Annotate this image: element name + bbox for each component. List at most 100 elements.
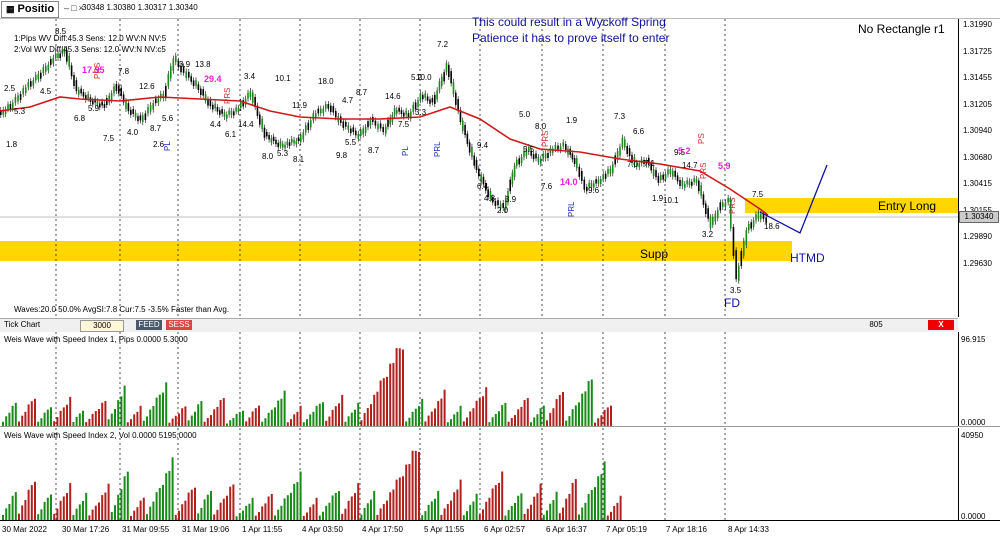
pattern-tag: PRS [699,163,708,179]
wave-bar-down [331,409,334,426]
wave-label: 8.1 [293,155,305,164]
wave-label: 14.6 [385,92,401,101]
wave-bar-down [341,394,344,426]
candle-down [197,84,200,90]
pattern-tag: PRL [567,201,576,217]
candle-up [445,63,448,73]
minimize-icon[interactable]: – [64,3,72,13]
wave-bar-down [482,396,484,426]
close-tick-button[interactable]: X [928,320,954,330]
candle-up [152,103,154,110]
wave-bar-down [405,464,408,520]
wave-label: 7.5 [752,190,764,199]
candle-down [120,87,122,96]
wave-bar-down [475,400,478,426]
candle-up [270,138,273,143]
time-axis[interactable]: 30 Mar 2022 30 Mar 17:26 31 Mar 09:55 31 Ma… [0,520,1000,538]
price-chart-pane[interactable]: 2.5 5.3 4.5 8.5 1.8 6.8 5.9 7.8 7.5 4.0 12.6 8.7 2.6… [0,19,958,317]
candle-up [172,58,175,71]
candle-down [450,71,452,84]
candle-up [291,138,293,143]
time-axis-label: 30 Mar 17:26 [62,525,110,534]
wave-bar-up [494,413,497,426]
wave-bar-down [562,392,564,426]
wave-bar-down [142,497,145,520]
wave-bar-down [440,398,443,426]
wave-bar-down [382,504,385,520]
chart-tab[interactable]: ▦ Positio [1,1,60,18]
wave-bar-up [242,410,244,426]
candle-up [588,182,590,188]
price-axis-label: 1.30680 [963,152,992,162]
indicator-pane-1[interactable] [0,332,958,426]
candle-up [471,146,473,157]
candle-up [554,145,557,149]
candle-up [612,164,614,174]
restore-icon[interactable]: □ [71,3,79,13]
candle-up [357,133,360,139]
candle-down [679,180,681,186]
wave-bar-up [293,483,296,520]
indicator-2-canvas[interactable] [0,428,958,520]
indicator-1-canvas[interactable] [0,332,958,426]
wave-bar-up [350,412,353,426]
pane-divider[interactable] [0,426,1000,427]
wave-bar-up [472,501,475,520]
note-line-2: Patience it has to prove itself to enter [472,31,670,45]
wave-bar-down [24,499,27,520]
wave-bar-down [184,406,187,426]
candle-down [106,98,108,105]
tick-count-input[interactable]: 3000 [80,320,124,332]
price-axis-label: 1.31455 [963,73,992,82]
wave-bar-down [386,500,388,520]
wave-bar-up [501,404,504,426]
wave-label: 5.5 [523,145,535,154]
support-zone [0,241,792,261]
wave-bar-up [578,514,580,520]
wave-bar-up [421,515,424,520]
indicator-2-axis[interactable] [958,428,1000,520]
wave-bar-up [578,402,580,426]
wave-bar-up [50,494,52,520]
wave-bar-down [437,401,440,426]
price-axis[interactable]: 1.31990 1.31725 1.31455 1.31205 1.30940 1.306… [958,19,1000,317]
wave-bar-up [235,413,238,426]
wave-label: 14.4 [238,120,254,129]
candle-up [542,153,544,159]
indicator-1-axis[interactable] [958,332,1000,426]
wave-bar-up [334,492,337,520]
candle-up [760,214,762,220]
wave-bar-up [338,491,340,520]
candle-down [242,100,244,107]
wave-bar-down [27,489,30,520]
candle-up [125,101,127,109]
wave-bar-up [43,412,46,426]
wave-bar-up [587,493,590,520]
candle-up [87,94,89,99]
wave-bar-up [126,471,129,520]
wave-label: 8.7 [150,124,162,133]
price-axis-label: 1.31725 [963,46,992,56]
pattern-tag: PL [401,146,410,156]
close-icon[interactable]: × [78,3,86,13]
candle-up [32,80,35,86]
wave-bar-up [584,391,587,426]
candle-down [581,171,583,181]
candle-down [464,124,466,136]
wave-label: 5.9 [718,161,731,171]
price-chart-canvas[interactable]: 2.55.34.58.51.86.85.97.87.54.012.68.72.6… [0,19,958,317]
wave-label: 6.6 [633,127,645,136]
wave-bar-down [34,481,36,520]
session-button[interactable]: SESS [166,320,192,330]
wave-bar-up [299,471,302,520]
window-controls[interactable]: –□× [64,3,86,13]
feed-button[interactable]: FEED [136,320,162,330]
wave-bar-down [610,511,612,520]
wave-bar-up [264,418,267,426]
wave-bar-up [584,502,587,520]
wave-label: 6.1 [225,130,237,139]
wave-bar-down [558,513,561,520]
wave-label: 4.7 [342,96,354,105]
wave-label: 2.5 [4,84,16,93]
indicator-pane-2[interactable] [0,428,958,520]
